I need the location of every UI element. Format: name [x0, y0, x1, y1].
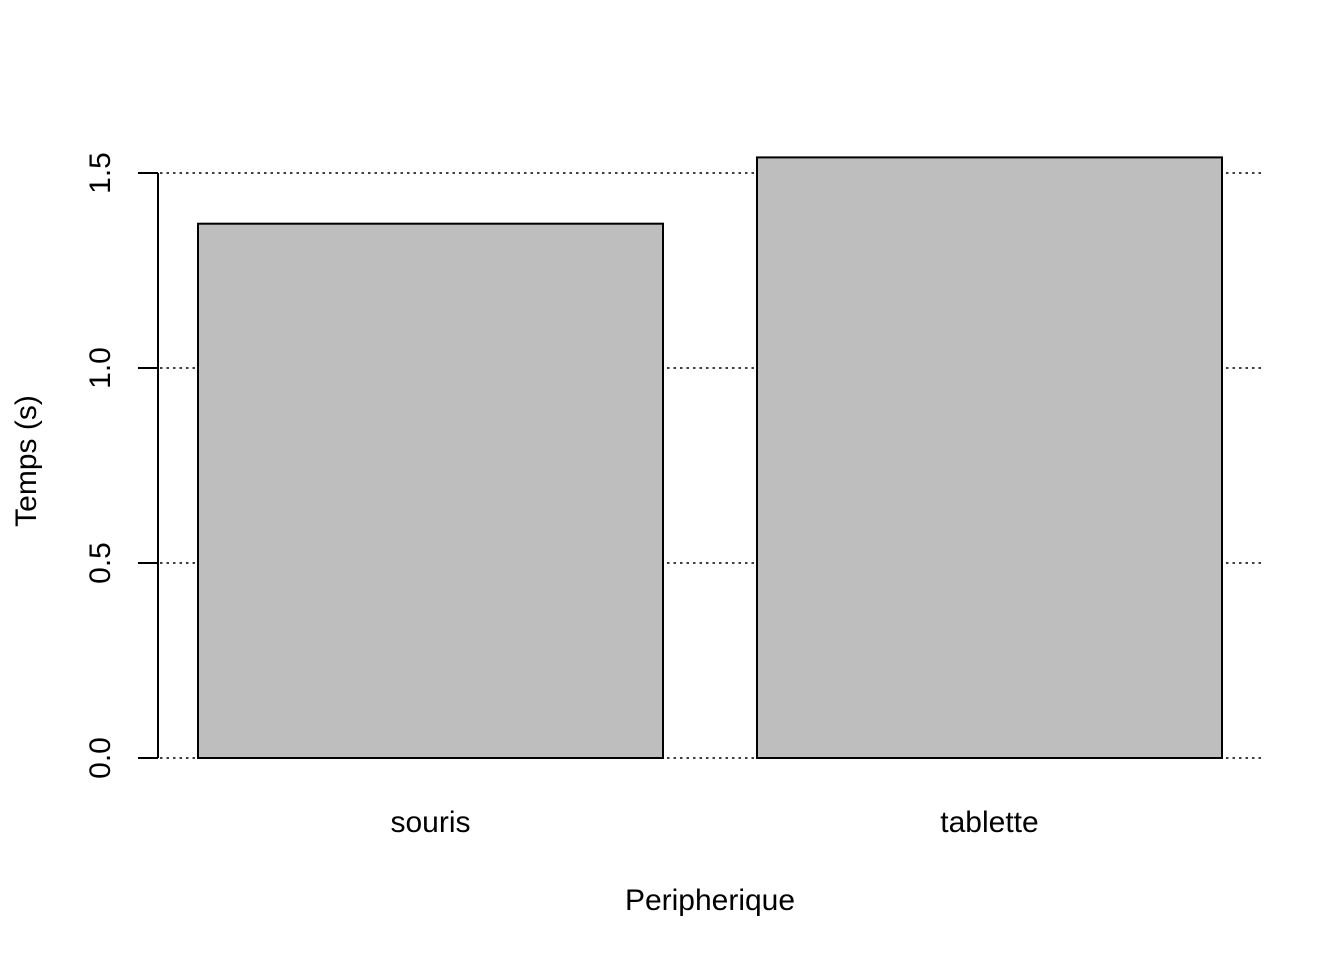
x-tick-label: tablette — [940, 806, 1038, 839]
y-tick-label: 1.5 — [84, 152, 117, 194]
y-axis-label: Temps (s) — [10, 395, 43, 527]
y-axis: 0.0 0.5 1.0 1.5 — [84, 152, 159, 779]
x-tick-labels: souris tablette — [390, 806, 1038, 839]
bar-souris — [197, 222, 664, 759]
y-tick-label: 0.5 — [84, 542, 117, 584]
bar-tablette — [756, 156, 1223, 759]
x-tick-label: souris — [390, 806, 470, 839]
y-tick-label: 0.0 — [84, 737, 117, 779]
x-axis-label: Peripherique — [625, 884, 795, 917]
y-tick-label: 1.0 — [84, 347, 117, 389]
bars — [197, 156, 1223, 759]
